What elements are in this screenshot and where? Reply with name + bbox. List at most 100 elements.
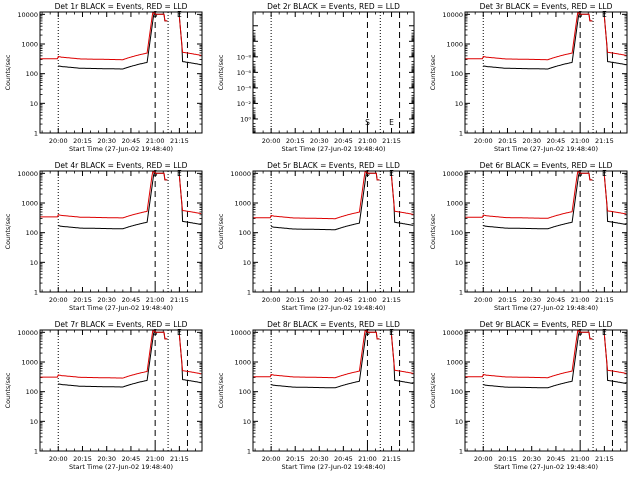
y-tick-label: 10: [30, 100, 38, 108]
plot-title: Det 2r BLACK = Events, RED = LLD: [267, 2, 400, 11]
plot-title: Det 8r BLACK = Events, RED = LLD: [267, 320, 400, 329]
y-tick-label: 10000: [442, 170, 463, 178]
x-axis-label: Start Time (27-Jun-02 19:48:40): [282, 463, 386, 471]
y-tick-label: 1: [247, 289, 251, 297]
y-tick-label: 10⁻⁴: [237, 84, 252, 92]
plot-title: Det 4r BLACK = Events, RED = LLD: [55, 161, 188, 170]
plot-panel-det-9r: Det 9r BLACK = Events, RED = LLD 1 10 100 10…: [429, 320, 628, 471]
marker-e: E: [389, 118, 394, 127]
y-tick-label: 100: [239, 229, 251, 237]
x-tick-label: 21:15: [382, 455, 401, 463]
x-tick-label: 20:45: [547, 455, 566, 463]
x-tick-label: 20:15: [73, 137, 92, 145]
series-line-lld: [40, 12, 202, 61]
x-tick-label: 21:15: [382, 137, 401, 145]
x-tick-label: 20:00: [262, 296, 281, 304]
y-tick-label: 100: [26, 388, 38, 396]
y-tick-label: 10000: [17, 11, 38, 19]
x-axis-label: Start Time (27-Jun-02 19:48:40): [69, 463, 173, 471]
y-tick-label: 1000: [446, 200, 463, 208]
x-tick-label: 20:15: [286, 296, 305, 304]
plot-title: Det 9r BLACK = Events, RED = LLD: [480, 320, 613, 329]
y-tick-label: 10⁰: [240, 115, 251, 123]
x-tick-label: 21:15: [382, 296, 401, 304]
y-axis-label: Counts/sec: [4, 213, 12, 249]
series-line-lld: [253, 330, 414, 379]
x-tick-label: 20:00: [474, 137, 493, 145]
y-tick-label: 100: [26, 70, 38, 78]
marker-s: S: [365, 118, 370, 127]
x-tick-label: 20:45: [122, 137, 141, 145]
y-tick-label: 1000: [446, 359, 463, 367]
plot-frame: [464, 329, 628, 452]
plot-frame: [252, 170, 415, 293]
plot-frame: [464, 170, 628, 293]
x-tick-label: 21:00: [146, 137, 165, 145]
marker-e: E: [602, 169, 607, 178]
y-tick-label: 1000: [21, 359, 38, 367]
x-tick-label: 20:30: [522, 137, 541, 145]
x-tick-label: 20:30: [522, 296, 541, 304]
y-axis-label: Counts/sec: [217, 213, 225, 249]
series-line-events: [271, 329, 414, 389]
x-tick-label: 20:45: [334, 137, 353, 145]
series-line-events: [483, 329, 627, 389]
y-tick-label: 10: [243, 259, 251, 267]
y-tick-label: 10: [455, 100, 463, 108]
y-tick-label: 10: [455, 418, 463, 426]
y-axis-label: Counts/sec: [4, 54, 12, 90]
y-tick-label: 100: [451, 388, 463, 396]
y-tick-label: 10: [30, 259, 38, 267]
plot-frame: [252, 329, 415, 452]
x-axis-label: Start Time (27-Jun-02 19:48:40): [494, 304, 598, 312]
x-tick-label: 20:30: [310, 137, 329, 145]
x-tick-label: 20:30: [310, 455, 329, 463]
y-axis-label: Counts/sec: [429, 213, 437, 249]
x-tick-label: 21:00: [358, 137, 377, 145]
y-axis-label: Counts/sec: [429, 54, 437, 90]
x-axis-label: Start Time (27-Jun-02 19:48:40): [69, 304, 173, 312]
x-tick-label: 20:30: [97, 455, 116, 463]
x-tick-label: 20:00: [262, 137, 281, 145]
x-tick-label: 21:00: [358, 455, 377, 463]
x-tick-label: 21:15: [595, 137, 614, 145]
x-tick-label: 20:15: [286, 455, 305, 463]
y-tick-label: 10000: [442, 329, 463, 337]
x-tick-label: 20:15: [286, 137, 305, 145]
x-tick-label: 20:30: [310, 296, 329, 304]
x-tick-label: 20:45: [122, 455, 141, 463]
y-tick-label: 1000: [234, 200, 251, 208]
plot-title: Det 1r BLACK = Events, RED = LLD: [55, 2, 188, 11]
marker-e: E: [389, 169, 394, 178]
plot-frame: [39, 170, 203, 293]
y-tick-label: 1000: [21, 41, 38, 49]
x-tick-label: 21:15: [170, 137, 189, 145]
y-axis-label: Counts/sec: [429, 372, 437, 408]
x-tick-label: 21:00: [146, 455, 165, 463]
series-line-events: [483, 11, 627, 70]
x-tick-label: 21:15: [170, 296, 189, 304]
y-tick-label: 1: [247, 448, 251, 456]
y-tick-label: 1000: [21, 200, 38, 208]
series-line-lld: [465, 12, 627, 61]
series-line-events: [58, 11, 202, 70]
series-line-events: [270, 170, 414, 231]
y-tick-label: 1: [34, 289, 38, 297]
y-tick-label: 1000: [446, 41, 463, 49]
plot-frame: [464, 11, 628, 134]
series-line-events: [58, 170, 202, 230]
marker-e: E: [602, 328, 607, 337]
x-tick-label: 21:15: [170, 455, 189, 463]
x-tick-label: 20:00: [474, 296, 493, 304]
y-tick-label: 10: [455, 259, 463, 267]
y-tick-label: 100: [239, 388, 251, 396]
x-tick-label: 20:15: [73, 296, 92, 304]
plot-panel-det-1r: Det 1r BLACK = Events, RED = LLD 1 10 100 10…: [4, 2, 203, 153]
series-line-lld: [465, 171, 627, 219]
marker-e: E: [177, 10, 182, 19]
y-tick-label: 10000: [230, 170, 251, 178]
x-tick-label: 20:00: [49, 296, 68, 304]
y-tick-label: 1: [459, 130, 463, 138]
y-tick-label: 1: [459, 289, 463, 297]
